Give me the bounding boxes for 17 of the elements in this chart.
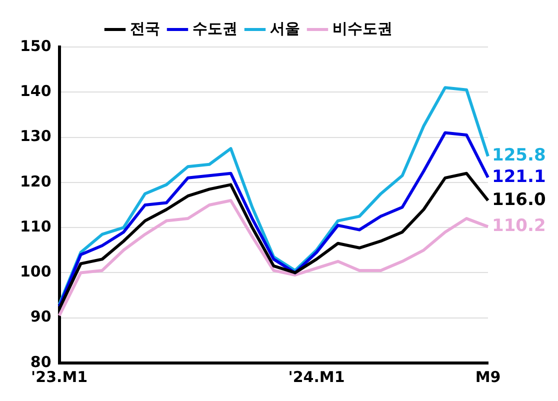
y-tick-label: 140 <box>20 82 52 100</box>
y-tick-label: 110 <box>20 217 52 236</box>
x-tick-label: M9 <box>475 368 501 386</box>
y-tick-label: 150 <box>20 36 52 55</box>
data-label: 116.0 <box>492 190 546 210</box>
legend-label: 비수도권 <box>332 19 392 38</box>
y-tick-label: 130 <box>20 127 52 146</box>
y-tick-label: 90 <box>30 308 52 326</box>
legend-label: 수도권 <box>192 19 238 38</box>
data-label: 125.8 <box>492 146 546 166</box>
legend-label: 전국 <box>130 19 160 38</box>
data-label: 121.1 <box>492 166 546 187</box>
legend-label: 서울 <box>270 19 300 38</box>
y-tick-label: 120 <box>20 172 52 190</box>
data-label: 110.2 <box>492 216 546 236</box>
x-tick-label: '24.M1 <box>288 368 345 386</box>
y-tick-label: 100 <box>20 262 52 281</box>
